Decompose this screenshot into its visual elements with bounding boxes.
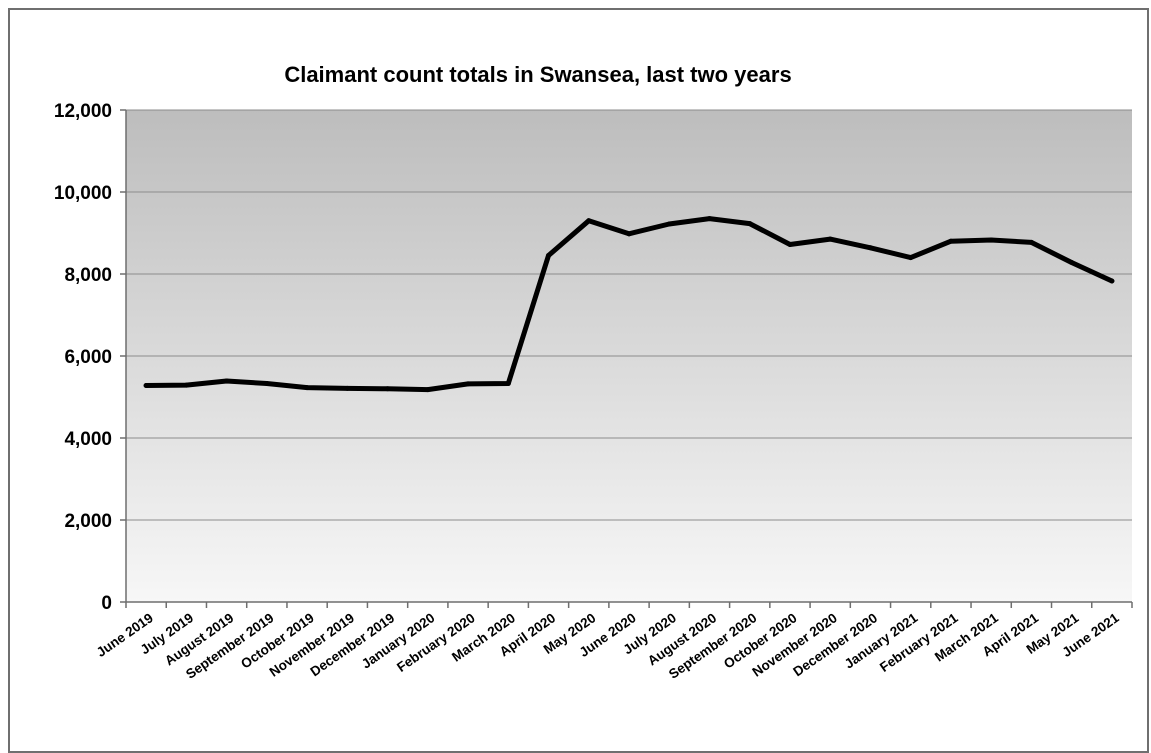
data-point [143, 383, 149, 389]
data-point [1109, 278, 1115, 284]
data-point [546, 253, 552, 259]
data-point [385, 386, 391, 392]
y-tick-label: 0 [101, 593, 112, 614]
data-point [948, 238, 954, 244]
data-point [224, 378, 230, 384]
data-point [988, 237, 994, 243]
data-point [425, 387, 431, 393]
data-point [465, 381, 471, 387]
data-point [1028, 239, 1034, 245]
y-tick-label: 12,000 [54, 101, 112, 122]
y-tick-label: 8,000 [64, 265, 112, 286]
data-point [586, 218, 592, 224]
data-point [787, 241, 793, 247]
y-tick-label: 6,000 [64, 347, 112, 368]
y-tick-label: 2,000 [64, 511, 112, 532]
y-tick-label: 4,000 [64, 429, 112, 450]
data-point [304, 385, 310, 391]
series-layer [143, 216, 1115, 393]
data-point [706, 216, 712, 222]
chart-title: Claimant count totals in Swansea, last t… [284, 62, 791, 87]
data-point [908, 255, 914, 261]
gridlines [126, 109, 1132, 521]
y-axis-ticks: 0 2,000 4,000 6,000 8,000 10,000 12,000 [54, 101, 126, 614]
data-point [183, 382, 189, 388]
data-point [747, 221, 753, 227]
data-point [264, 380, 270, 386]
data-point [666, 221, 672, 227]
y-tick-label: 10,000 [54, 183, 112, 204]
data-point [867, 245, 873, 251]
data-point [1069, 260, 1075, 266]
data-point [344, 385, 350, 391]
data-point [626, 231, 632, 237]
data-point [505, 380, 511, 386]
data-point [827, 236, 833, 242]
